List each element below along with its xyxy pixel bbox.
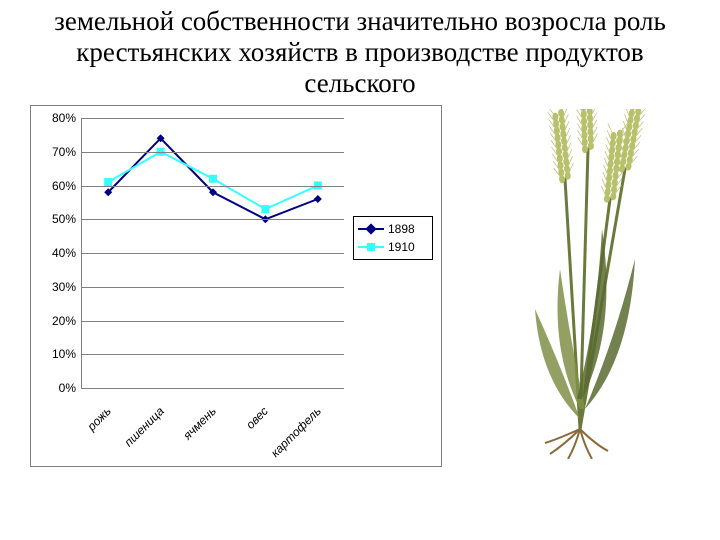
y-tick-label: 30% bbox=[36, 280, 82, 294]
y-tick-label: 50% bbox=[36, 212, 82, 226]
grid-line bbox=[82, 354, 344, 355]
legend-label: 1910 bbox=[388, 240, 415, 254]
grid-line bbox=[82, 219, 344, 220]
y-tick-label: 0% bbox=[36, 381, 82, 395]
line-chart: 0% 10% 20% 30% 40% 50% 60% 70% 80% рожьпшеница ячм… bbox=[30, 105, 442, 467]
series-marker-1910 bbox=[209, 175, 217, 183]
y-tick-label: 60% bbox=[36, 179, 82, 193]
legend-item-1910: 1910 bbox=[358, 238, 428, 256]
legend-label: 1898 bbox=[388, 222, 415, 236]
grid-line bbox=[82, 287, 344, 288]
x-tick-label: рожь bbox=[85, 404, 114, 433]
plot-area: 0%10%20%30%40%50%60%70%80%рожьпшеницаячм… bbox=[81, 118, 344, 389]
chart-legend: 1898 1910 bbox=[353, 216, 433, 260]
y-tick-label: 80% bbox=[36, 111, 82, 125]
grid-line bbox=[82, 186, 344, 187]
y-tick-label: 10% bbox=[36, 347, 82, 361]
grain-plant-illustration bbox=[510, 109, 650, 459]
grid-line bbox=[82, 152, 344, 153]
y-tick-label: 20% bbox=[36, 314, 82, 328]
x-tick-label: овес bbox=[244, 404, 272, 432]
y-tick-label: 40% bbox=[36, 246, 82, 260]
series-marker-1910 bbox=[261, 205, 269, 213]
grid-line bbox=[82, 321, 344, 322]
y-tick-label: 70% bbox=[36, 145, 82, 159]
series-marker-1898 bbox=[314, 195, 322, 203]
x-tick-label: пшеница bbox=[121, 404, 166, 449]
grid-line bbox=[82, 253, 344, 254]
content-row: 0% 10% 20% 30% 40% 50% 60% 70% 80% рожьпшеница ячм… bbox=[0, 99, 720, 499]
grid-line bbox=[82, 118, 344, 119]
page-heading: земельной собственности значительно возр… bbox=[0, 0, 720, 99]
x-tick-label: ячмень bbox=[180, 404, 218, 442]
x-tick-label: картофель bbox=[268, 404, 324, 460]
legend-item-1898: 1898 bbox=[358, 220, 428, 238]
